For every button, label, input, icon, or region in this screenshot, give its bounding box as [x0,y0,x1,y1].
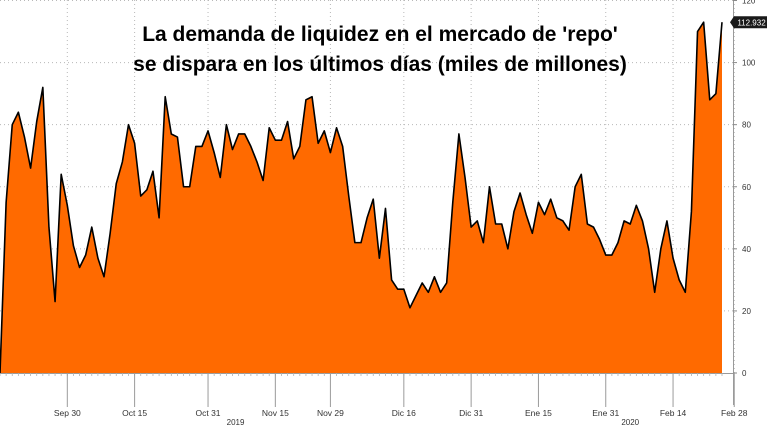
x-tick-label: Ene 15 [525,408,552,418]
y-tick-label: 40 [742,245,751,254]
x-tick-label: Sep 30 [54,408,81,418]
x-tick-label: Dic 31 [459,408,483,418]
x-tick-label: Oct 31 [196,408,221,418]
chart-title-line-1: La demanda de liquidez en el mercado de … [142,23,618,46]
year-label: 2019 [227,418,245,427]
x-tick-label: Oct 15 [122,408,147,418]
last-value-label: 112.932 [737,19,766,28]
series-line [0,21,723,374]
x-tick-label: Feb 28 [721,408,748,418]
x-tick-label: Feb 14 [660,408,687,418]
y-tick-label: 80 [742,121,751,130]
y-tick-label: 120 [742,0,756,6]
x-tick-label: Dic 16 [392,408,416,418]
year-label: 2020 [621,418,639,427]
chart-title: La demanda de liquidez en el mercado de … [100,20,660,80]
y-tick-label: 0 [742,369,747,378]
chart-title-line-2: se dispara en los últimos días (miles de… [133,53,627,76]
y-tick-label: 20 [742,307,751,316]
series-area [0,22,722,373]
x-tick-label: Nov 15 [262,408,289,418]
y-tick-label: 100 [742,59,756,68]
x-tick-label: Nov 29 [317,408,344,418]
y-tick-label: 60 [742,183,751,192]
x-tick-label: Ene 31 [592,408,619,418]
last-value-box [730,16,767,29]
